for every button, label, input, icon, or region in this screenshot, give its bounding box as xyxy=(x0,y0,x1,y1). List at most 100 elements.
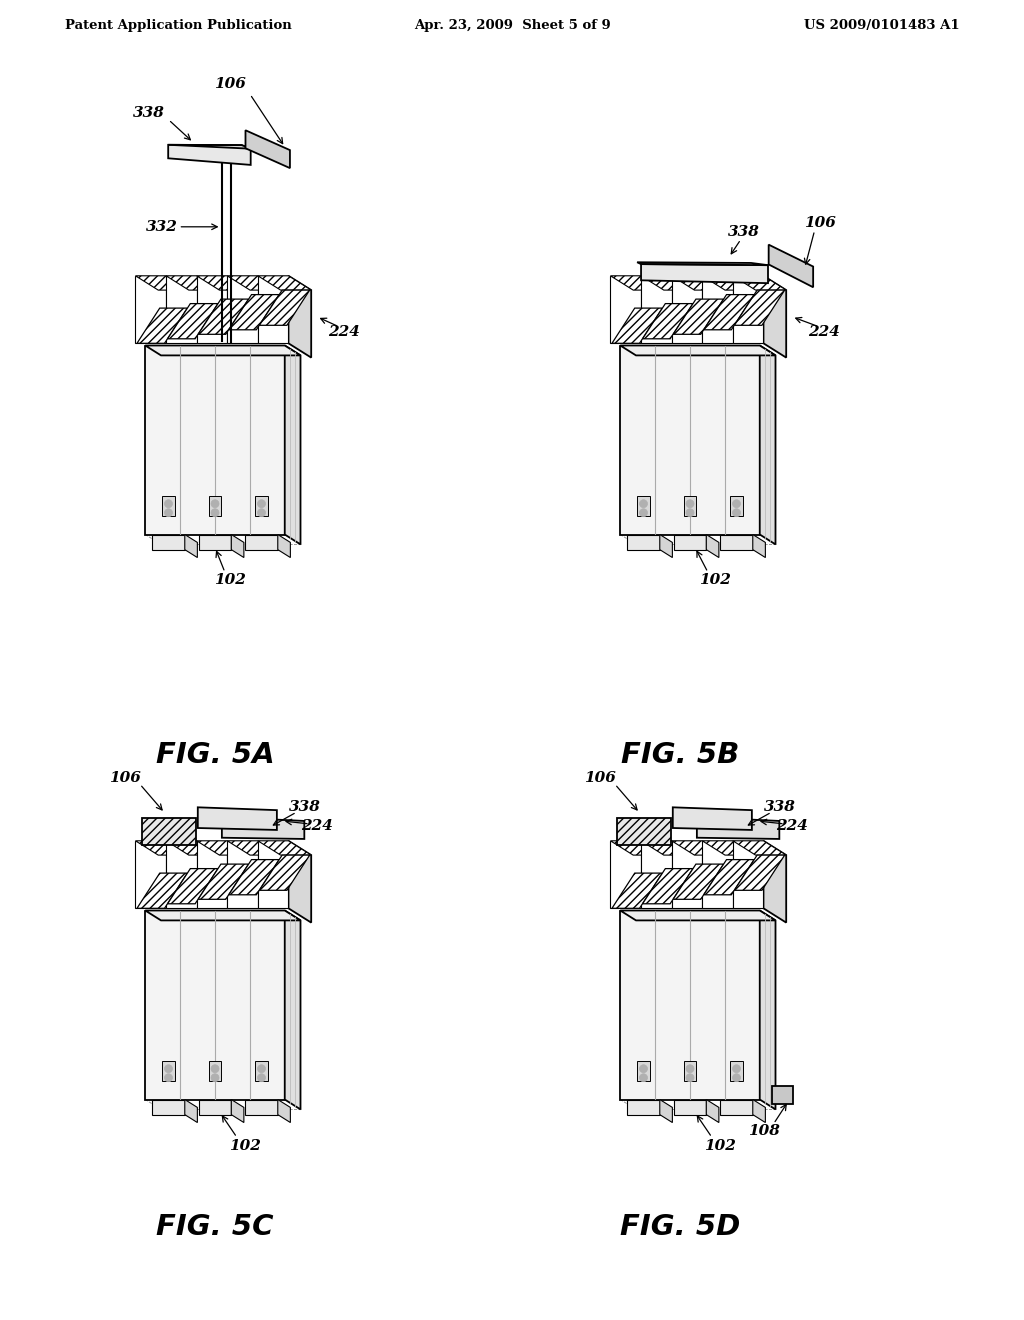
Polygon shape xyxy=(684,1061,696,1081)
Polygon shape xyxy=(753,535,765,557)
Polygon shape xyxy=(227,276,281,290)
Polygon shape xyxy=(673,865,724,899)
Text: 338: 338 xyxy=(132,106,165,120)
Text: 102: 102 xyxy=(699,573,731,587)
Polygon shape xyxy=(733,276,764,343)
Polygon shape xyxy=(285,911,300,1109)
Polygon shape xyxy=(707,1100,719,1122)
Polygon shape xyxy=(672,276,725,290)
Polygon shape xyxy=(702,276,733,343)
Polygon shape xyxy=(637,1061,650,1081)
Circle shape xyxy=(165,508,172,516)
Polygon shape xyxy=(199,535,231,549)
Circle shape xyxy=(640,508,647,516)
Text: 106: 106 xyxy=(109,771,140,785)
Circle shape xyxy=(686,508,694,516)
Polygon shape xyxy=(730,495,742,516)
Polygon shape xyxy=(209,1061,221,1081)
Text: FIG. 5A: FIG. 5A xyxy=(156,741,274,770)
Polygon shape xyxy=(259,290,309,325)
Polygon shape xyxy=(610,276,664,290)
Polygon shape xyxy=(703,294,754,330)
Circle shape xyxy=(211,508,219,516)
Polygon shape xyxy=(617,818,671,845)
Text: 338: 338 xyxy=(289,800,321,814)
Circle shape xyxy=(686,1065,694,1073)
Polygon shape xyxy=(168,145,251,149)
Polygon shape xyxy=(162,1061,175,1081)
Polygon shape xyxy=(166,276,197,343)
Circle shape xyxy=(686,500,694,508)
Polygon shape xyxy=(184,535,198,557)
Polygon shape xyxy=(702,841,733,908)
Polygon shape xyxy=(135,841,188,855)
Text: 224: 224 xyxy=(776,818,808,833)
Polygon shape xyxy=(166,276,219,290)
Polygon shape xyxy=(246,131,290,168)
Text: 102: 102 xyxy=(229,1138,261,1152)
Polygon shape xyxy=(197,841,227,908)
Circle shape xyxy=(732,1073,740,1081)
Circle shape xyxy=(686,1073,694,1081)
Circle shape xyxy=(732,1065,740,1073)
Polygon shape xyxy=(245,535,278,549)
Polygon shape xyxy=(643,869,693,904)
Circle shape xyxy=(257,500,265,508)
Polygon shape xyxy=(760,346,775,544)
Polygon shape xyxy=(245,1100,278,1114)
Polygon shape xyxy=(610,276,641,343)
Polygon shape xyxy=(145,911,300,920)
Polygon shape xyxy=(764,841,786,923)
Text: 338: 338 xyxy=(728,226,760,239)
Polygon shape xyxy=(734,855,784,890)
Text: 102: 102 xyxy=(705,1138,736,1152)
Text: US 2009/0101483 A1: US 2009/0101483 A1 xyxy=(805,18,961,32)
Circle shape xyxy=(732,500,740,508)
Polygon shape xyxy=(222,817,304,840)
Polygon shape xyxy=(231,1100,244,1122)
Text: 108: 108 xyxy=(748,1125,779,1138)
Circle shape xyxy=(257,508,265,516)
Polygon shape xyxy=(231,535,244,557)
Circle shape xyxy=(165,500,172,508)
Polygon shape xyxy=(764,276,786,358)
Polygon shape xyxy=(621,346,760,535)
Polygon shape xyxy=(289,841,311,923)
Polygon shape xyxy=(641,264,768,284)
Text: Apr. 23, 2009  Sheet 5 of 9: Apr. 23, 2009 Sheet 5 of 9 xyxy=(414,18,610,32)
Polygon shape xyxy=(258,276,289,343)
Polygon shape xyxy=(153,1100,184,1114)
Polygon shape xyxy=(166,841,197,908)
Polygon shape xyxy=(285,346,300,544)
Polygon shape xyxy=(228,859,280,895)
Polygon shape xyxy=(168,145,251,165)
Polygon shape xyxy=(769,244,813,288)
Text: 102: 102 xyxy=(214,573,246,587)
Polygon shape xyxy=(672,841,702,908)
Polygon shape xyxy=(142,818,196,845)
Polygon shape xyxy=(674,1100,707,1114)
Text: 106: 106 xyxy=(584,771,615,785)
Polygon shape xyxy=(135,276,188,290)
Polygon shape xyxy=(703,859,754,895)
Polygon shape xyxy=(720,1100,753,1114)
Circle shape xyxy=(211,1073,219,1081)
Text: Patent Application Publication: Patent Application Publication xyxy=(65,18,292,32)
Text: 224: 224 xyxy=(301,818,333,833)
Polygon shape xyxy=(137,873,187,908)
Polygon shape xyxy=(289,276,311,358)
Polygon shape xyxy=(145,911,285,1100)
Polygon shape xyxy=(145,346,300,355)
Polygon shape xyxy=(641,276,694,290)
Circle shape xyxy=(257,1065,265,1073)
Polygon shape xyxy=(637,495,650,516)
Polygon shape xyxy=(162,495,175,516)
Polygon shape xyxy=(259,855,309,890)
Circle shape xyxy=(732,508,740,516)
Polygon shape xyxy=(258,276,311,290)
Polygon shape xyxy=(199,300,249,334)
Polygon shape xyxy=(641,841,694,855)
Polygon shape xyxy=(137,308,187,343)
Polygon shape xyxy=(637,263,768,265)
Polygon shape xyxy=(166,841,219,855)
